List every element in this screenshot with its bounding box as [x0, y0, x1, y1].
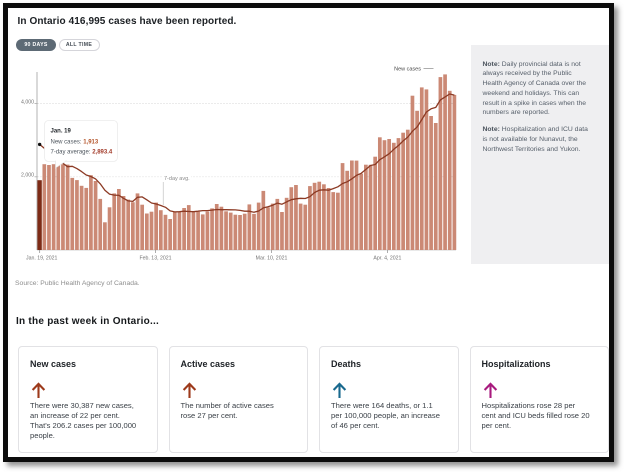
svg-text:7-day average: 2,893.4: 7-day average: 2,893.4	[51, 150, 113, 156]
svg-text:Apr. 4, 2021: Apr. 4, 2021	[373, 256, 401, 262]
svg-text:Feb. 13, 2021: Feb. 13, 2021	[139, 256, 171, 262]
svg-text:New cases: 1,913: New cases: 1,913	[51, 140, 99, 146]
svg-text:Jan. 19: Jan. 19	[51, 129, 72, 135]
svg-text:Mar. 10, 2021: Mar. 10, 2021	[256, 256, 288, 262]
svg-text:4,000: 4,000	[21, 99, 34, 105]
svg-text:2,000: 2,000	[21, 173, 34, 179]
svg-text:New cases: New cases	[394, 67, 421, 73]
svg-text:7-day avg.: 7-day avg.	[164, 176, 190, 182]
svg-text:Jan. 19, 2021: Jan. 19, 2021	[26, 256, 58, 262]
